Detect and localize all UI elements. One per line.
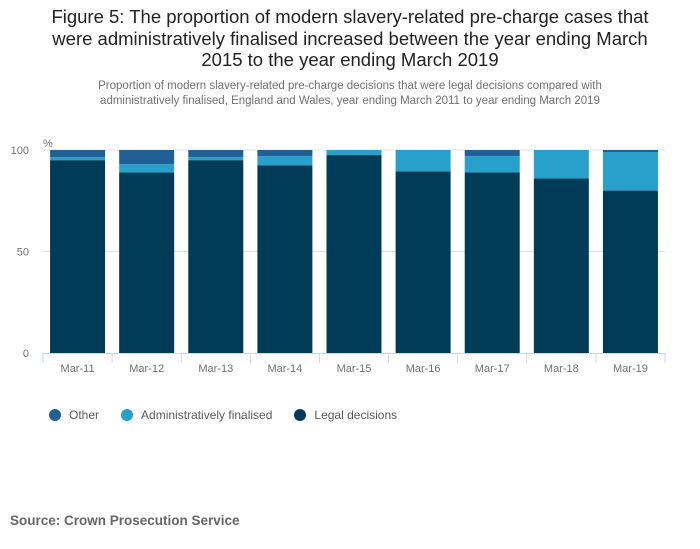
bar-administratively-finalised — [533, 150, 589, 179]
x-tick-label: Mar-17 — [475, 363, 510, 375]
legend-label: Administratively finalised — [141, 408, 273, 422]
x-tick-label: Mar-15 — [337, 363, 372, 375]
chart-title-line: Figure 5: The proportion of modern slave… — [51, 6, 649, 27]
bar-administratively-finalised — [395, 150, 451, 172]
chart-subtitle-line: Proportion of modern slavery-related pre… — [98, 80, 602, 92]
bar-legal-decisions — [50, 160, 106, 353]
bar-legal-decisions — [395, 171, 451, 353]
chart-title-line: were administratively finalised increase… — [52, 27, 648, 49]
legend-item-other[interactable]: Other — [49, 408, 99, 422]
bar-legal-decisions — [602, 190, 658, 353]
x-tick-label: Mar-16 — [406, 363, 441, 375]
legend-label: Legal decisions — [314, 408, 398, 422]
y-tick-label: 0 — [23, 348, 29, 360]
legend-item-administratively-finalised[interactable]: Administratively finalised — [121, 408, 272, 422]
bar-administratively-finalised — [188, 157, 244, 161]
chart-subtitle-line: administratively finalised, England and … — [100, 95, 600, 107]
bar-administratively-finalised — [326, 150, 382, 156]
x-tick-label: Mar-19 — [613, 363, 648, 375]
bar-other — [50, 150, 106, 158]
bar-legal-decisions — [326, 155, 382, 353]
legend-swatch — [49, 409, 61, 421]
x-tick-label: Mar-13 — [198, 363, 233, 375]
legend-swatch — [121, 409, 134, 421]
bar-other — [464, 150, 520, 157]
bar-administratively-finalised — [119, 164, 175, 173]
y-tick-label: 50 — [17, 247, 29, 259]
legend: Other Administratively finalised Legal d… — [49, 408, 419, 422]
bar-administratively-finalised — [602, 152, 658, 191]
y-axis: % 0 50 100 — [11, 138, 53, 360]
x-tick-label: Mar-12 — [129, 363, 164, 375]
x-tick-label: Mar-14 — [267, 363, 302, 375]
bar-legal-decisions — [257, 165, 313, 353]
bar-other — [188, 150, 244, 158]
bar-legal-decisions — [188, 160, 244, 353]
bar-administratively-finalised — [257, 156, 313, 166]
bar-administratively-finalised — [464, 156, 520, 173]
bar-legal-decisions — [464, 172, 520, 353]
y-tick-label: 100 — [11, 145, 29, 157]
x-tick-label: Mar-11 — [61, 363, 95, 375]
chart-title: Figure 5: The proportion of modern slave… — [0, 6, 700, 71]
bar-administratively-finalised — [50, 157, 106, 161]
bar-other — [602, 150, 658, 153]
legend-item-legal-decisions[interactable]: Legal decisions — [294, 408, 397, 422]
source-note: Source: Crown Prosecution Service — [10, 513, 240, 528]
bar-legal-decisions — [119, 172, 175, 353]
bar-other — [257, 150, 313, 157]
x-tick-label: Mar-18 — [544, 363, 579, 375]
bar-legal-decisions — [533, 178, 589, 353]
legend-label: Other — [69, 408, 100, 422]
chart-title-line: 2015 to the year ending March 2019 — [201, 49, 499, 70]
x-axis: Mar-11 Mar-12 Mar-13 Mar-14 Mar-15 Mar-16 Mar-… — [42, 353, 666, 375]
chart-subtitle: Proportion of modern slavery-related pre… — [40, 79, 660, 109]
legend-swatch — [294, 409, 307, 421]
y-axis-unit-label: % — [43, 138, 53, 150]
bars — [50, 150, 658, 353]
bar-other — [119, 150, 175, 165]
